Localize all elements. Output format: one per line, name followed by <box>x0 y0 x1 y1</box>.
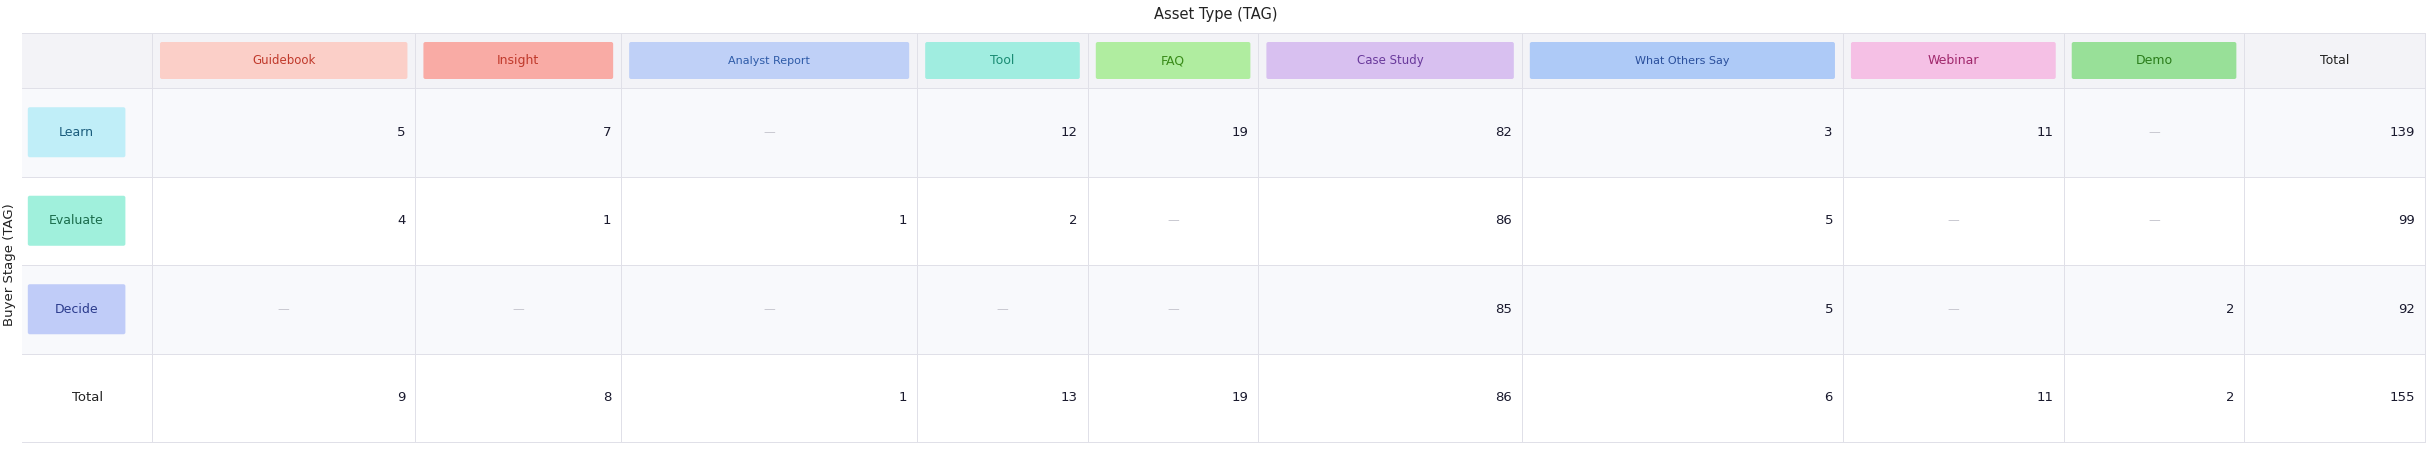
Text: 82: 82 <box>1496 126 1513 139</box>
Text: 1: 1 <box>603 214 610 227</box>
Text: 5: 5 <box>396 126 406 139</box>
Text: 155: 155 <box>2391 391 2415 404</box>
FancyBboxPatch shape <box>423 42 613 79</box>
Text: 2: 2 <box>2225 391 2235 404</box>
Bar <box>22 176 2425 265</box>
Text: —: — <box>764 303 776 316</box>
Text: FAQ: FAQ <box>1160 54 1184 67</box>
Text: 12: 12 <box>1060 126 1077 139</box>
Text: —: — <box>2147 126 2160 139</box>
Bar <box>22 88 2425 176</box>
Text: Learn: Learn <box>58 126 95 139</box>
FancyBboxPatch shape <box>1530 42 1836 79</box>
Text: 9: 9 <box>396 391 406 404</box>
Text: 86: 86 <box>1496 214 1513 227</box>
FancyBboxPatch shape <box>1851 42 2055 79</box>
Text: —: — <box>277 303 289 316</box>
Text: —: — <box>1167 303 1180 316</box>
Bar <box>22 354 2425 442</box>
Text: —: — <box>764 126 776 139</box>
Text: Evaluate: Evaluate <box>49 214 105 227</box>
Text: 2: 2 <box>2225 303 2235 316</box>
Text: 19: 19 <box>1231 391 1248 404</box>
Text: 92: 92 <box>2398 303 2415 316</box>
FancyBboxPatch shape <box>630 42 910 79</box>
Text: Webinar: Webinar <box>1929 54 1980 67</box>
Text: —: — <box>1948 303 1960 316</box>
Text: Tool: Tool <box>990 54 1014 67</box>
Text: Case Study: Case Study <box>1357 54 1423 67</box>
Text: 86: 86 <box>1496 391 1513 404</box>
FancyBboxPatch shape <box>161 42 409 79</box>
FancyBboxPatch shape <box>27 107 126 157</box>
Text: —: — <box>1948 214 1960 227</box>
Text: 85: 85 <box>1496 303 1513 316</box>
Text: 1: 1 <box>900 214 907 227</box>
Text: 13: 13 <box>1060 391 1077 404</box>
Text: 6: 6 <box>1824 391 1834 404</box>
Text: 5: 5 <box>1824 303 1834 316</box>
FancyBboxPatch shape <box>27 284 126 334</box>
Text: 8: 8 <box>603 391 610 404</box>
Text: —: — <box>1167 214 1180 227</box>
Text: 2: 2 <box>1070 214 1077 227</box>
Text: Guidebook: Guidebook <box>253 54 316 67</box>
Text: Insight: Insight <box>496 54 540 67</box>
Text: —: — <box>997 303 1009 316</box>
Bar <box>22 33 2425 88</box>
Text: —: — <box>2147 214 2160 227</box>
FancyBboxPatch shape <box>1267 42 1513 79</box>
Text: 99: 99 <box>2398 214 2415 227</box>
Text: 5: 5 <box>1824 214 1834 227</box>
Text: Demo: Demo <box>2135 54 2172 67</box>
Text: 139: 139 <box>2391 126 2415 139</box>
FancyBboxPatch shape <box>27 196 126 246</box>
Text: Total: Total <box>2320 54 2349 67</box>
Text: Analyst Report: Analyst Report <box>727 55 810 66</box>
Text: 3: 3 <box>1824 126 1834 139</box>
Text: 11: 11 <box>2036 126 2053 139</box>
Text: 1: 1 <box>900 391 907 404</box>
Text: —: — <box>513 303 525 316</box>
Text: Decide: Decide <box>56 303 97 316</box>
Text: What Others Say: What Others Say <box>1634 55 1729 66</box>
FancyBboxPatch shape <box>2072 42 2237 79</box>
FancyBboxPatch shape <box>1097 42 1250 79</box>
Text: 4: 4 <box>396 214 406 227</box>
Text: Asset Type (TAG): Asset Type (TAG) <box>1155 8 1277 22</box>
Text: Buyer Stage (TAG): Buyer Stage (TAG) <box>2 203 17 326</box>
Text: 19: 19 <box>1231 126 1248 139</box>
Text: 11: 11 <box>2036 391 2053 404</box>
Text: Total: Total <box>71 391 102 404</box>
Text: 7: 7 <box>603 126 610 139</box>
FancyBboxPatch shape <box>924 42 1080 79</box>
Bar <box>22 265 2425 354</box>
